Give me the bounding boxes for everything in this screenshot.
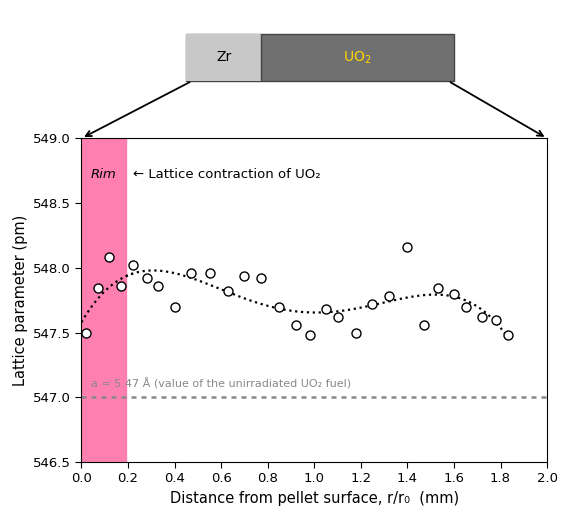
Y-axis label: Lattice parameter (pm): Lattice parameter (pm) — [12, 215, 27, 386]
Text: Rim: Rim — [91, 168, 116, 181]
Text: a = 5.47 Å (value of the unirradiated UO₂ fuel): a = 5.47 Å (value of the unirradiated UO… — [91, 378, 351, 389]
Text: ← Lattice contraction of UO₂: ← Lattice contraction of UO₂ — [133, 168, 320, 181]
Bar — [81, 138, 126, 462]
Text: Zr: Zr — [216, 51, 232, 64]
Bar — [186, 34, 261, 81]
X-axis label: Distance from pellet surface, r/r₀  (mm): Distance from pellet surface, r/r₀ (mm) — [170, 491, 459, 506]
Text: UO$_2$: UO$_2$ — [343, 49, 372, 66]
